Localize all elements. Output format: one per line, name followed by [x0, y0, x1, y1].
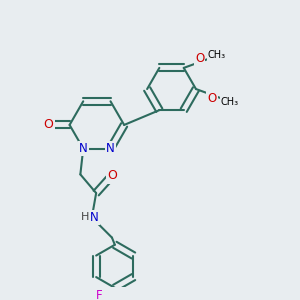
- Text: O: O: [107, 169, 117, 182]
- Text: O: O: [195, 52, 204, 65]
- Text: F: F: [96, 289, 102, 300]
- Text: N: N: [90, 211, 99, 224]
- Text: CH₃: CH₃: [220, 97, 238, 107]
- Text: H: H: [80, 212, 89, 223]
- Text: O: O: [207, 92, 216, 105]
- Text: CH₃: CH₃: [208, 50, 226, 60]
- Text: N: N: [106, 142, 115, 155]
- Text: N: N: [79, 142, 88, 155]
- Text: O: O: [44, 118, 54, 131]
